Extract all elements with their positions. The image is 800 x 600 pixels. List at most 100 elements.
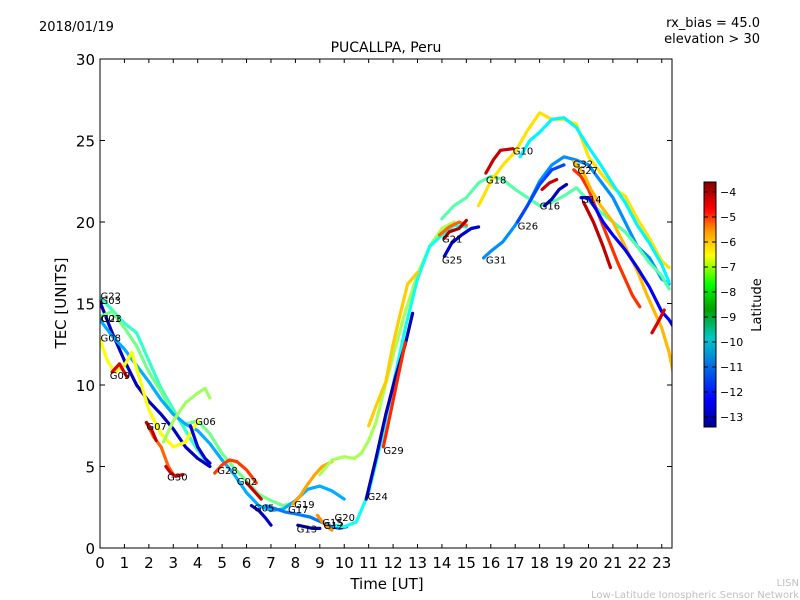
date-label: 2018/01/19 <box>39 20 114 35</box>
satellite-label: G16 <box>540 202 560 213</box>
x-tick-label: 20 <box>579 554 598 572</box>
satellite-label: G23 <box>101 314 121 325</box>
y-tick-label: 5 <box>85 459 95 477</box>
satellite-trace-g28 <box>213 458 258 485</box>
colorbar-ticks: −4 −5 −6 −7 −8 −9 −10 −11 −12 −13 <box>704 186 743 424</box>
satellite-trace-g29 <box>381 341 407 449</box>
satellite-label: G22 <box>100 291 120 302</box>
satellite-label: G03 <box>100 296 120 307</box>
x-axis: 0 1 2 3 4 5 6 7 8 9 10 11 12 13 14 15 16 17 18 19 20 21 22 23 <box>95 59 671 572</box>
y-tick-label: 20 <box>76 214 95 232</box>
x-tick-label: 5 <box>217 554 227 572</box>
elevation-label: elevation > 30 <box>664 32 760 47</box>
x-tick-label: 0 <box>95 554 105 572</box>
colorbar-tick-label: −10 <box>720 336 743 349</box>
satellite-trace-g26b <box>518 116 671 284</box>
x-tick-label: 4 <box>193 554 203 572</box>
satellite-label: G13 <box>297 524 317 535</box>
satellite-label: G17 <box>288 505 308 516</box>
satellite-label: G25 <box>442 255 462 266</box>
x-tick-label: 3 <box>168 554 178 572</box>
satellite-label: G07 <box>146 422 166 433</box>
y-tick-label: 15 <box>76 296 95 314</box>
x-tick-label: 23 <box>652 554 671 572</box>
x-axis-label: Time [UT] <box>349 575 423 593</box>
satellite-trace-g15 <box>332 223 468 529</box>
satellite-label: G05 <box>254 503 274 514</box>
satellite-trace-g02 <box>244 481 263 501</box>
x-tick-label: 1 <box>120 554 130 572</box>
colorbar-tick-label: −5 <box>720 211 736 224</box>
satellite-trace-g21b <box>442 218 468 240</box>
satellite-trace-g24 <box>364 311 415 501</box>
x-tick-label: 17 <box>506 554 525 572</box>
satellite-label: G15 <box>322 518 342 529</box>
satellite-label: G08 <box>100 334 120 345</box>
satellite-label: G19 <box>294 500 314 511</box>
x-tick-label: 22 <box>628 554 647 572</box>
x-tick-label: 8 <box>291 554 301 572</box>
bias-label: rx_bias = 45.0 <box>666 16 760 31</box>
satellite-trace-g14b <box>581 200 613 270</box>
satellite-label: G10 <box>513 146 533 157</box>
colorbar-tick-label: −7 <box>720 261 736 274</box>
colorbar-tick-label: −8 <box>720 286 736 299</box>
satellite-trace-g30 <box>164 464 185 478</box>
x-tick-label: 16 <box>481 554 500 572</box>
satellite-trace-g07b <box>144 420 158 442</box>
colorbar-tick-label: −12 <box>720 386 743 399</box>
y-axis-label: TEC [UNITS] <box>52 258 70 350</box>
colorbar-tick-label: −13 <box>720 411 743 424</box>
satellite-label: G09 <box>110 371 130 382</box>
satellite-label: G29 <box>383 446 403 457</box>
y-axis: 0 5 10 15 20 25 30 <box>76 51 672 558</box>
x-tick-label: 10 <box>335 554 354 572</box>
y-tick-label: 10 <box>76 377 95 395</box>
satellite-trace-g31 <box>481 155 671 286</box>
satellite-trace-g10 <box>477 111 671 270</box>
satellite-trace-g08 <box>100 337 200 449</box>
colorbar-tick-label: −9 <box>720 311 736 324</box>
satellite-traces <box>100 111 672 532</box>
satellite-label: G26 <box>518 221 538 232</box>
x-tick-label: 6 <box>242 554 252 572</box>
colorbar <box>703 181 717 428</box>
satellite-trace-g01 <box>100 310 297 508</box>
satellite-label: G30 <box>167 472 187 483</box>
satellite-trace-g26 <box>515 163 566 224</box>
x-tick-label: 7 <box>266 554 276 572</box>
satellite-trace-g17 <box>264 504 349 531</box>
satellite-label: G06 <box>195 417 215 428</box>
satellite-label: G32 <box>573 159 593 170</box>
satellite-label: G14 <box>581 195 601 206</box>
x-tick-label: 19 <box>555 554 574 572</box>
satellite-trace-g16b <box>540 178 559 191</box>
satellite-trace-g06b <box>188 424 212 465</box>
satellite-label: G18 <box>486 176 506 187</box>
satellite-trace-g22 <box>100 295 212 469</box>
y-tick-label: 30 <box>76 51 95 69</box>
satellite-label: G12 <box>323 521 343 532</box>
satellite-trace-g06 <box>161 386 212 444</box>
x-tick-label: 21 <box>603 554 622 572</box>
satellite-label: G20 <box>334 513 354 524</box>
satellite-label: G28 <box>217 466 237 477</box>
x-tick-label: 2 <box>144 554 154 572</box>
colorbar-tick-label: −4 <box>720 186 736 199</box>
satellite-trace-g11 <box>367 270 420 428</box>
colorbar-tick-label: −6 <box>720 236 736 249</box>
footer-org-full: Low-Latitude Ionospheric Sensor Network <box>591 590 799 600</box>
satellite-trace-g10b <box>484 147 515 175</box>
satellite-trace-g03 <box>100 300 212 469</box>
x-tick-label: 11 <box>359 554 378 572</box>
satellite-trace-g09 <box>110 362 129 379</box>
satellite-trace-g16 <box>542 182 569 208</box>
x-tick-label: 12 <box>384 554 403 572</box>
x-tick-label: 14 <box>432 554 451 572</box>
satellite-label: G31 <box>486 255 506 266</box>
satellite-trace-g05 <box>249 504 273 527</box>
satellite-label: G27 <box>577 166 597 177</box>
colorbar-tick-label: −11 <box>720 361 743 374</box>
